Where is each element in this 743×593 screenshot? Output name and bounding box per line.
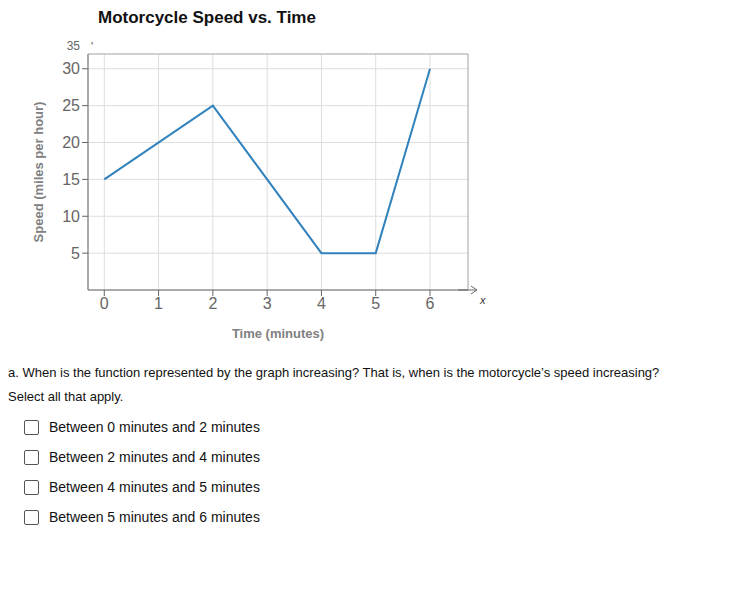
svg-text:Time (minutes): Time (minutes) xyxy=(232,326,324,341)
svg-text:5: 5 xyxy=(71,245,80,262)
svg-text:30: 30 xyxy=(62,60,80,77)
svg-text:4: 4 xyxy=(317,295,326,312)
svg-text:3: 3 xyxy=(263,295,272,312)
svg-text:5: 5 xyxy=(371,295,380,312)
html-text:a. When is the function repres: a. When is the function represented by t… xyxy=(8,365,660,380)
svg-text:20: 20 xyxy=(62,134,80,151)
svg-text:6: 6 xyxy=(426,295,435,312)
svg-text:10: 10 xyxy=(62,208,80,225)
html-text:Between 4 minutes and 5 minute: Between 4 minutes and 5 minutes xyxy=(49,479,260,495)
html-text:Motorcycle Speed vs. Time: Motorcycle Speed vs. Time xyxy=(98,8,316,27)
svg-text:x: x xyxy=(479,294,486,306)
svg-text:1: 1 xyxy=(154,295,163,312)
svg-text:2: 2 xyxy=(208,295,217,312)
svg-text:0: 0 xyxy=(100,295,109,312)
html-text:Between 0 minutes and 2 minute: Between 0 minutes and 2 minutes xyxy=(49,419,260,435)
html-text:Select all that apply.: Select all that apply. xyxy=(8,389,124,404)
svg-text:35: 35 xyxy=(67,39,81,53)
svg-text:': ' xyxy=(91,40,93,52)
svg-text:25: 25 xyxy=(62,97,80,114)
svg-text:15: 15 xyxy=(62,171,80,188)
html-text:Between 2 minutes and 4 minute: Between 2 minutes and 4 minutes xyxy=(49,449,260,465)
svg-text:Speed (miles per hour): Speed (miles per hour) xyxy=(31,102,46,243)
html-text:Between 5 minutes and 6 minute: Between 5 minutes and 6 minutes xyxy=(49,509,260,525)
